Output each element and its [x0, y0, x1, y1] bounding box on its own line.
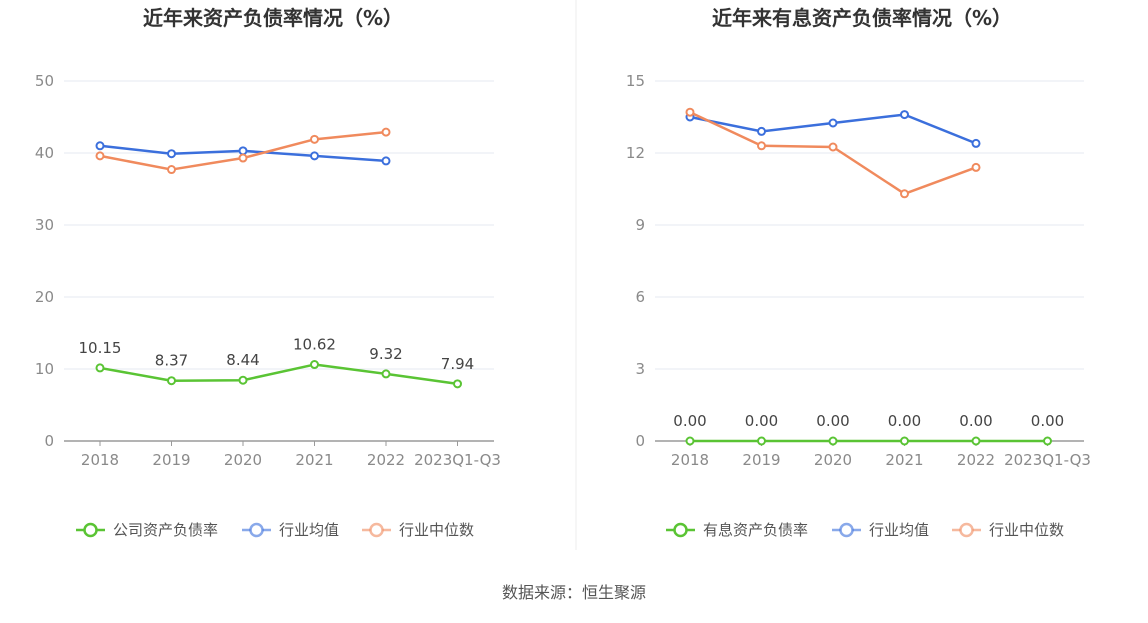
x-tick-label: 2023Q1-Q3 — [414, 451, 501, 469]
data-point — [828, 118, 838, 128]
data-point — [95, 141, 105, 151]
x-tick-label: 2023Q1-Q3 — [1004, 451, 1091, 469]
chart-title: 近年来资产负债率情况（%） — [143, 6, 403, 30]
data-point — [900, 436, 909, 446]
data-point — [381, 156, 391, 166]
x-tick-label: 2022 — [367, 451, 405, 469]
y-tick-label: 10 — [35, 360, 54, 378]
series-line — [99, 363, 458, 386]
data-point — [685, 436, 695, 446]
legend-label: 有息资产负债率 — [703, 521, 808, 539]
y-tick-label: 40 — [35, 144, 54, 162]
data-point — [310, 134, 319, 144]
legend-label: 行业均值 — [279, 521, 339, 539]
data-point — [310, 151, 319, 161]
legend-marker — [369, 522, 384, 538]
x-tick-label: 2021 — [885, 451, 923, 469]
data-label: 7.94 — [441, 355, 474, 373]
legend-marker — [839, 522, 854, 538]
data-label: 10.62 — [293, 336, 336, 354]
data-point — [167, 165, 176, 175]
data-point — [757, 141, 766, 151]
data-label: 0.00 — [1031, 412, 1064, 430]
y-tick-label: 0 — [44, 432, 54, 450]
data-point — [310, 360, 319, 370]
data-point — [381, 369, 391, 379]
y-tick-label: 15 — [626, 72, 645, 90]
y-tick-label: 20 — [35, 288, 54, 306]
data-point — [1043, 436, 1052, 446]
legend-marker — [673, 522, 688, 538]
y-tick-label: 3 — [635, 360, 645, 378]
legend-label: 公司资产负债率 — [113, 521, 218, 539]
data-point — [95, 363, 105, 373]
data-point — [828, 142, 838, 152]
legend-label: 行业中位数 — [989, 521, 1064, 539]
data-point — [900, 110, 909, 120]
legend-label: 行业中位数 — [399, 521, 474, 539]
data-point — [381, 127, 391, 137]
y-tick-label: 50 — [35, 72, 54, 90]
data-point — [971, 138, 981, 148]
data-point — [95, 151, 105, 161]
data-point — [167, 149, 176, 159]
x-tick-label: 2022 — [957, 451, 995, 469]
data-point — [685, 107, 695, 117]
y-tick-label: 9 — [635, 216, 645, 234]
data-label: 0.00 — [745, 412, 778, 430]
data-point — [757, 126, 766, 136]
legend-marker — [249, 522, 264, 538]
data-point — [238, 153, 248, 163]
x-tick-label: 2021 — [295, 451, 333, 469]
data-label: 0.00 — [673, 412, 706, 430]
data-point — [757, 436, 766, 446]
data-point — [900, 189, 909, 199]
data-point — [238, 146, 248, 156]
data-label: 8.37 — [155, 352, 188, 370]
x-tick-label: 2019 — [742, 451, 780, 469]
legend-marker — [83, 522, 98, 538]
data-label: 0.00 — [888, 412, 921, 430]
data-label: 0.00 — [816, 412, 849, 430]
chart-title: 近年来有息资产负债率情况（%） — [712, 6, 1012, 30]
y-tick-label: 6 — [635, 288, 645, 306]
data-point — [971, 436, 981, 446]
data-point — [453, 379, 462, 389]
data-point — [971, 162, 981, 172]
data-point — [828, 436, 838, 446]
debt-ratio-chart: 近年来资产负债率情况（%） 0 10 20 30 40 50 2018 2019 2020 2021… — [35, 6, 501, 539]
y-tick-label: 30 — [35, 216, 54, 234]
data-label: 9.32 — [369, 345, 402, 363]
x-tick-label: 2018 — [81, 451, 119, 469]
x-tick-label: 2018 — [671, 451, 709, 469]
legend-label: 行业均值 — [869, 521, 929, 539]
legend-marker — [959, 522, 974, 538]
data-label: 10.15 — [79, 339, 122, 357]
y-tick-label: 12 — [626, 144, 645, 162]
x-tick-label: 2019 — [152, 451, 190, 469]
data-point — [238, 375, 248, 385]
data-label: 8.44 — [226, 351, 259, 369]
interest-debt-ratio-chart: 近年来有息资产负债率情况（%） 0 3 6 9 12 15 2018 2019 2020 2021 2… — [626, 6, 1091, 539]
data-label: 0.00 — [959, 412, 992, 430]
x-tick-label: 2020 — [224, 451, 262, 469]
y-tick-label: 0 — [635, 432, 645, 450]
data-point — [167, 376, 176, 386]
x-tick-label: 2020 — [814, 451, 852, 469]
data-source-label: 数据来源：恒生聚源 — [502, 583, 646, 602]
